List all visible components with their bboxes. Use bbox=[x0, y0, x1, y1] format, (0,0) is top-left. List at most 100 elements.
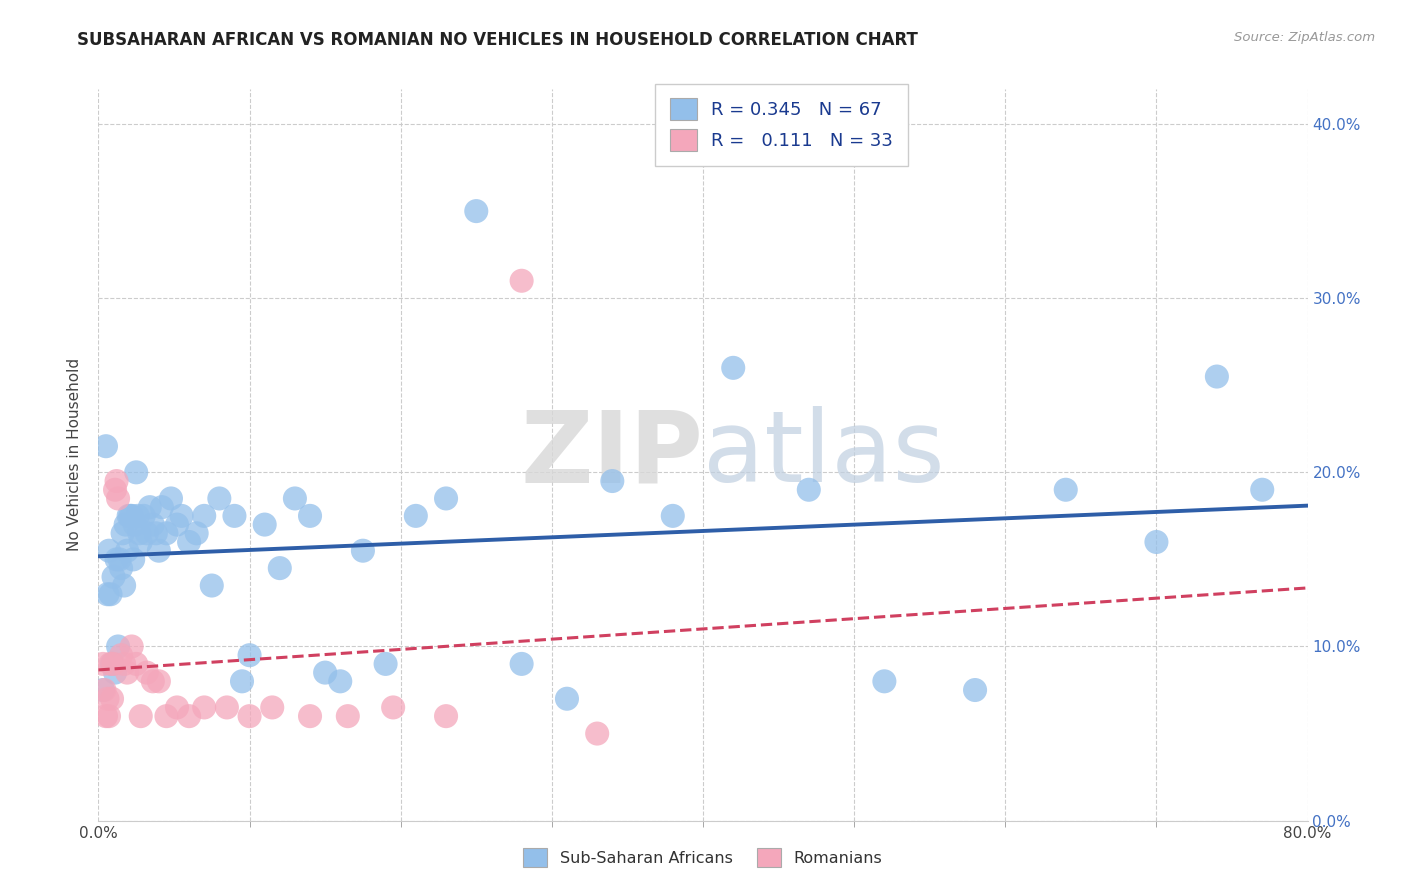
Point bbox=[101, 657, 124, 671]
Point bbox=[132, 508, 155, 523]
Point bbox=[434, 709, 457, 723]
Point bbox=[262, 700, 284, 714]
Point bbox=[170, 508, 193, 523]
Point bbox=[100, 657, 122, 671]
Point bbox=[104, 483, 127, 497]
Point bbox=[105, 474, 128, 488]
Point bbox=[179, 709, 201, 723]
Point bbox=[314, 665, 336, 680]
Point bbox=[142, 674, 165, 689]
Point bbox=[299, 709, 322, 723]
Point bbox=[555, 691, 578, 706]
Point bbox=[107, 491, 129, 506]
Point bbox=[797, 483, 820, 497]
Text: Source: ZipAtlas.com: Source: ZipAtlas.com bbox=[1234, 31, 1375, 45]
Point bbox=[193, 700, 215, 714]
Point bbox=[125, 466, 148, 480]
Point bbox=[91, 683, 114, 698]
Point bbox=[98, 709, 121, 723]
Point bbox=[269, 561, 291, 575]
Point bbox=[382, 700, 405, 714]
Point bbox=[215, 700, 238, 714]
Point bbox=[1206, 369, 1229, 384]
Point bbox=[179, 535, 201, 549]
Point bbox=[101, 691, 124, 706]
Point bbox=[284, 491, 307, 506]
Point bbox=[231, 674, 253, 689]
Point bbox=[352, 543, 374, 558]
Point bbox=[723, 360, 745, 375]
Point bbox=[103, 570, 125, 584]
Point bbox=[127, 508, 149, 523]
Point bbox=[160, 491, 183, 506]
Point bbox=[110, 648, 132, 663]
Point bbox=[94, 439, 117, 453]
Point bbox=[434, 491, 457, 506]
Point bbox=[602, 474, 624, 488]
Point bbox=[91, 657, 114, 671]
Point bbox=[120, 508, 142, 523]
Point bbox=[135, 526, 157, 541]
Point bbox=[150, 500, 173, 515]
Point bbox=[239, 648, 262, 663]
Point bbox=[94, 709, 117, 723]
Point bbox=[873, 674, 896, 689]
Point bbox=[405, 508, 427, 523]
Y-axis label: No Vehicles in Household: No Vehicles in Household bbox=[67, 359, 83, 551]
Point bbox=[965, 683, 987, 698]
Point bbox=[111, 526, 134, 541]
Point bbox=[1054, 483, 1077, 497]
Point bbox=[115, 665, 138, 680]
Point bbox=[142, 517, 165, 532]
Point bbox=[586, 726, 609, 740]
Text: ZIP: ZIP bbox=[520, 407, 703, 503]
Point bbox=[166, 517, 188, 532]
Point bbox=[129, 709, 152, 723]
Text: SUBSAHARAN AFRICAN VS ROMANIAN NO VEHICLES IN HOUSEHOLD CORRELATION CHART: SUBSAHARAN AFRICAN VS ROMANIAN NO VEHICL… bbox=[77, 31, 918, 49]
Point bbox=[125, 657, 148, 671]
Point bbox=[112, 657, 135, 671]
Point bbox=[224, 508, 246, 523]
Text: atlas: atlas bbox=[703, 407, 945, 503]
Point bbox=[115, 543, 138, 558]
Point bbox=[201, 578, 224, 592]
Point bbox=[208, 491, 231, 506]
Point bbox=[239, 709, 262, 723]
Point bbox=[105, 552, 128, 566]
Point bbox=[121, 640, 143, 654]
Point bbox=[108, 552, 131, 566]
Point bbox=[336, 709, 359, 723]
Point bbox=[104, 665, 127, 680]
Point bbox=[107, 640, 129, 654]
Point bbox=[155, 526, 177, 541]
Point bbox=[110, 561, 132, 575]
Point bbox=[129, 535, 152, 549]
Point bbox=[1251, 483, 1274, 497]
Point bbox=[374, 657, 396, 671]
Point bbox=[135, 665, 157, 680]
Point bbox=[93, 683, 115, 698]
Point bbox=[148, 543, 170, 558]
Point bbox=[661, 508, 683, 523]
Point bbox=[103, 657, 125, 671]
Legend: R = 0.345   N = 67, R =   0.111   N = 33: R = 0.345 N = 67, R = 0.111 N = 33 bbox=[655, 84, 908, 166]
Point bbox=[193, 508, 215, 523]
Point bbox=[510, 657, 533, 671]
Point bbox=[100, 587, 122, 601]
Point bbox=[155, 709, 177, 723]
Point bbox=[128, 526, 150, 541]
Point bbox=[253, 517, 276, 532]
Point bbox=[139, 500, 162, 515]
Point bbox=[114, 517, 136, 532]
Point bbox=[112, 578, 135, 592]
Point bbox=[145, 526, 167, 541]
Point bbox=[329, 674, 352, 689]
Point bbox=[96, 691, 118, 706]
Point bbox=[186, 526, 208, 541]
Point bbox=[98, 543, 121, 558]
Point bbox=[96, 587, 118, 601]
Legend: Sub-Saharan Africans, Romanians: Sub-Saharan Africans, Romanians bbox=[516, 839, 890, 875]
Point bbox=[299, 508, 322, 523]
Point bbox=[122, 552, 145, 566]
Point bbox=[148, 674, 170, 689]
